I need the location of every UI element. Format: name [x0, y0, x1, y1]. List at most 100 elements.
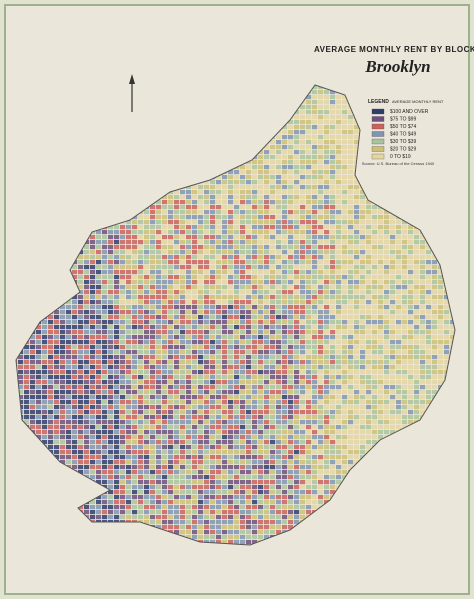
map-block: [372, 350, 378, 355]
map-block: [426, 310, 432, 315]
map-block: [324, 330, 330, 335]
map-block: [240, 255, 246, 260]
map-block: [438, 350, 444, 355]
map-block: [216, 185, 222, 190]
map-block: [180, 320, 186, 325]
map-block: [126, 250, 132, 255]
map-block: [270, 410, 276, 415]
map-block: [360, 385, 366, 390]
map-block: [402, 260, 408, 265]
map-block: [90, 365, 96, 370]
map-block: [96, 360, 102, 365]
map-block: [330, 370, 336, 375]
map-block: [120, 320, 126, 325]
map-block: [270, 265, 276, 270]
map-block: [258, 245, 264, 250]
map-block: [90, 395, 96, 400]
map-block: [336, 195, 342, 200]
map-block: [210, 200, 216, 205]
map-block: [126, 325, 132, 330]
map-block: [276, 300, 282, 305]
map-block: [354, 285, 360, 290]
map-block: [414, 310, 420, 315]
map-block: [192, 405, 198, 410]
map-block: [324, 255, 330, 260]
map-block: [402, 315, 408, 320]
map-block: [342, 345, 348, 350]
map-block: [312, 105, 318, 110]
map-block: [210, 260, 216, 265]
map-block: [366, 335, 372, 340]
map-block: [198, 400, 204, 405]
map-block: [120, 390, 126, 395]
map-block: [300, 280, 306, 285]
map-block: [354, 370, 360, 375]
map-block: [150, 225, 156, 230]
map-block: [72, 400, 78, 405]
map-block: [288, 175, 294, 180]
map-block: [384, 215, 390, 220]
map-block: [408, 250, 414, 255]
map-block: [114, 315, 120, 320]
map-block: [108, 250, 114, 255]
map-block: [426, 245, 432, 250]
map-block: [384, 305, 390, 310]
map-block: [90, 250, 96, 255]
map-block: [102, 240, 108, 245]
map-block: [258, 365, 264, 370]
map-block: [222, 215, 228, 220]
map-block: [360, 195, 366, 200]
map-block: [384, 210, 390, 215]
map-block: [204, 330, 210, 335]
map-block: [360, 285, 366, 290]
map-block: [402, 280, 408, 285]
map-block: [420, 275, 426, 280]
map-block: [198, 190, 204, 195]
map-block: [330, 120, 336, 125]
map-block: [288, 225, 294, 230]
map-block: [54, 390, 60, 395]
map-block: [132, 260, 138, 265]
map-block: [312, 295, 318, 300]
map-block: [366, 285, 372, 290]
map-block: [198, 235, 204, 240]
map-block: [300, 300, 306, 305]
map-block: [216, 230, 222, 235]
map-block: [372, 340, 378, 345]
map-block: [162, 235, 168, 240]
map-block: [414, 235, 420, 240]
map-block: [102, 245, 108, 250]
map-block: [396, 230, 402, 235]
map-block: [348, 220, 354, 225]
map-block: [150, 285, 156, 290]
map-block: [162, 400, 168, 405]
map-block: [108, 225, 114, 230]
map-block: [60, 305, 66, 310]
map-block: [252, 185, 258, 190]
map-block: [96, 395, 102, 400]
map-block: [156, 380, 162, 385]
map-block: [300, 350, 306, 355]
map-block: [360, 305, 366, 310]
map-block: [396, 260, 402, 265]
map-block: [264, 175, 270, 180]
map-block: [324, 340, 330, 345]
map-block: [132, 310, 138, 315]
map-block: [216, 280, 222, 285]
map-block: [192, 190, 198, 195]
map-block: [420, 405, 426, 410]
map-block: [306, 165, 312, 170]
map-block: [444, 350, 450, 355]
map-block: [336, 205, 342, 210]
map-block: [294, 315, 300, 320]
map-block: [432, 355, 438, 360]
map-block: [384, 385, 390, 390]
map-block: [54, 410, 60, 415]
map-block: [414, 335, 420, 340]
map-block: [252, 390, 258, 395]
map-block: [294, 185, 300, 190]
map-block: [324, 395, 330, 400]
map-block: [222, 300, 228, 305]
map-block: [252, 290, 258, 295]
map-block: [342, 325, 348, 330]
